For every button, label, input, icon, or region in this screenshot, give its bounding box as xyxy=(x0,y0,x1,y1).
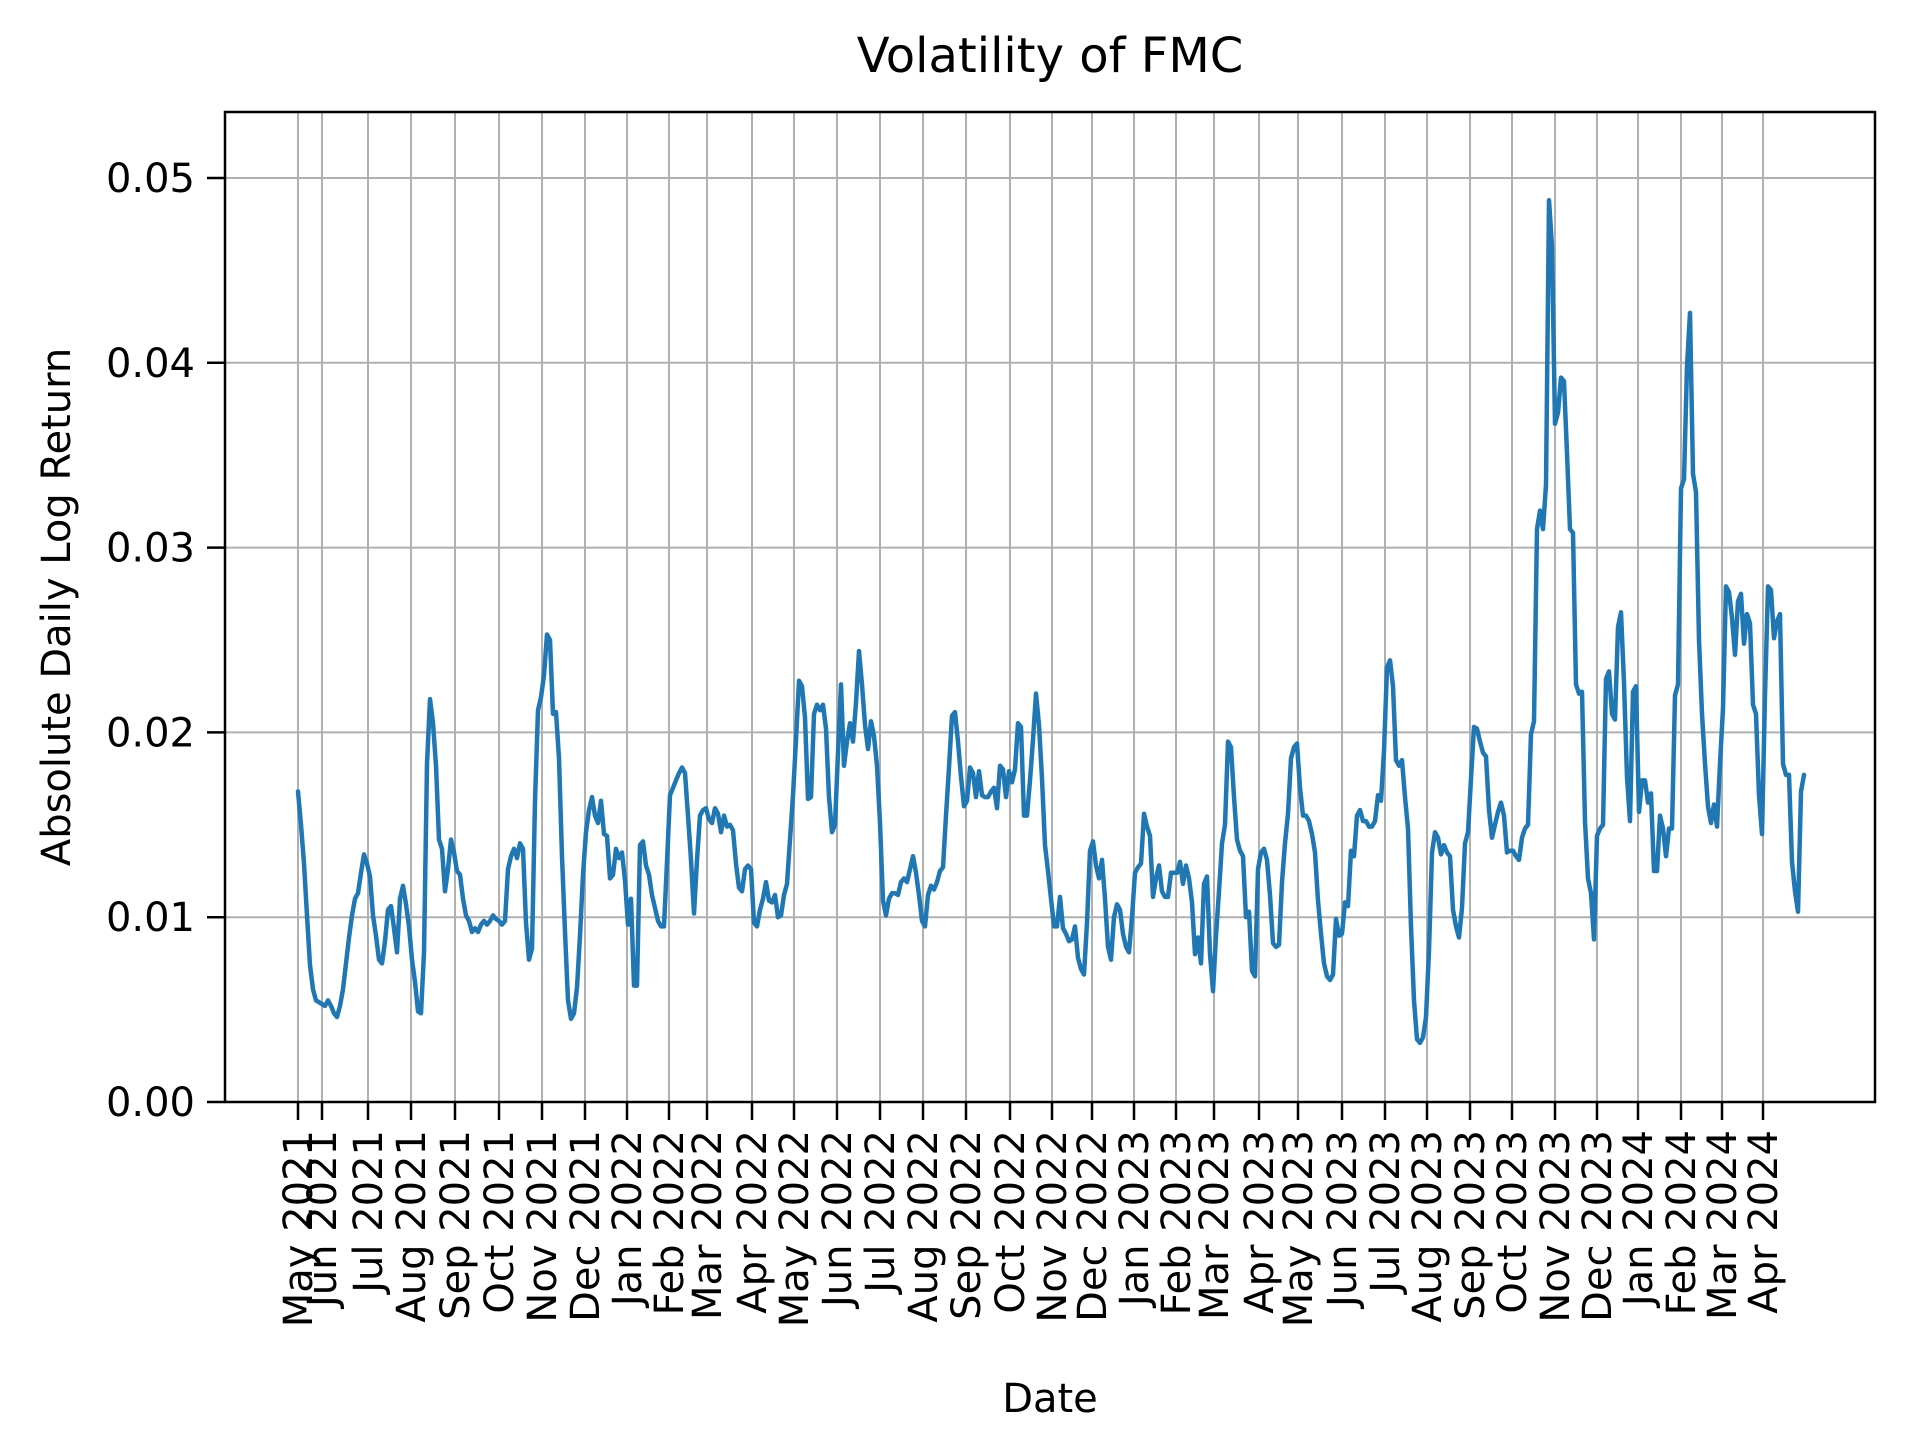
x-tick-label: Mar 2024 xyxy=(1700,1130,1746,1320)
x-tick-label: Mar 2022 xyxy=(685,1130,731,1320)
x-tick-label: Aug 2023 xyxy=(1405,1130,1451,1323)
x-tick-label: Sep 2022 xyxy=(944,1130,990,1320)
x-tick-label: Jan 2023 xyxy=(1112,1130,1158,1309)
x-tick-label: Jan 2022 xyxy=(605,1130,651,1309)
x-tick-label: Dec 2021 xyxy=(563,1130,609,1322)
x-tick-label: Jun 2022 xyxy=(815,1130,861,1310)
volatility-series-line xyxy=(295,197,1807,1046)
x-tick-label: May 2022 xyxy=(772,1130,818,1327)
x-tick-label: Apr 2024 xyxy=(1741,1130,1787,1314)
series-layer xyxy=(295,197,1807,1046)
y-tick-label: 0.02 xyxy=(106,710,195,756)
x-tick-label: Sep 2023 xyxy=(1448,1130,1494,1320)
x-tick-label: Feb 2023 xyxy=(1154,1130,1200,1315)
y-tick-label: 0.05 xyxy=(106,156,195,202)
x-tick-label: Oct 2021 xyxy=(477,1130,523,1314)
y-tick-label: 0.00 xyxy=(106,1080,195,1126)
y-tick-label: 0.04 xyxy=(106,341,195,387)
x-tick-label: Oct 2022 xyxy=(988,1130,1034,1314)
x-tick-label: May 2021 xyxy=(276,1130,322,1327)
chart-title: Volatility of FMC xyxy=(857,28,1244,84)
y-tick-label: 0.03 xyxy=(106,526,195,572)
x-tick-label: Feb 2022 xyxy=(647,1130,693,1315)
x-tick-label: Dec 2023 xyxy=(1575,1130,1621,1322)
x-tick-label: Jul 2022 xyxy=(858,1130,904,1296)
x-tick-label: Sep 2021 xyxy=(433,1130,479,1320)
x-tick-label: Jan 2024 xyxy=(1616,1130,1662,1309)
x-tick-label: Mar 2023 xyxy=(1192,1130,1238,1320)
grid-layer xyxy=(225,112,1875,1103)
x-tick-label: Jun 2023 xyxy=(1320,1130,1366,1310)
x-tick-label: May 2023 xyxy=(1276,1130,1322,1327)
x-tick-label: Apr 2023 xyxy=(1237,1130,1283,1314)
x-tick-label: Nov 2023 xyxy=(1533,1130,1579,1323)
x-tick-label: Feb 2024 xyxy=(1659,1130,1705,1315)
tick-layer xyxy=(207,176,1765,1120)
x-tick-label: Jul 2021 xyxy=(346,1130,392,1296)
y-axis-label: Absolute Daily Log Return xyxy=(34,348,80,866)
x-tick-label: Dec 2022 xyxy=(1070,1130,1116,1322)
x-tick-label: Nov 2021 xyxy=(520,1130,566,1323)
x-tick-label: Oct 2023 xyxy=(1490,1130,1536,1314)
x-axis-label: Date xyxy=(1002,1376,1098,1422)
x-tick-label: Jul 2023 xyxy=(1363,1130,1409,1296)
x-tick-label: Aug 2021 xyxy=(389,1130,435,1323)
plot-border xyxy=(223,110,1877,1104)
x-tick-label: Apr 2022 xyxy=(730,1130,776,1314)
y-tick-label: 0.01 xyxy=(106,895,195,941)
x-tick-label: Nov 2022 xyxy=(1030,1130,1076,1323)
x-tick-label: Jun 2021 xyxy=(300,1130,346,1310)
x-tick-label: Aug 2022 xyxy=(901,1130,947,1323)
